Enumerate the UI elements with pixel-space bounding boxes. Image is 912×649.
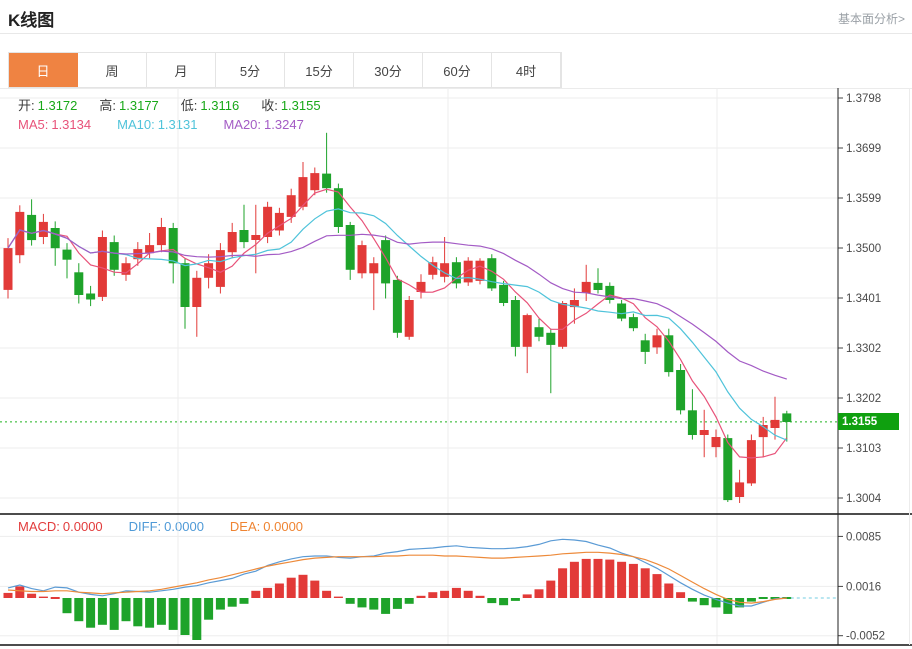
tab-month[interactable]: 月 xyxy=(147,53,216,87)
legend-label: DEA: xyxy=(229,519,261,534)
container-right-border xyxy=(909,88,910,645)
legend-label: DIFF: xyxy=(128,519,162,534)
fundamental-analysis-link[interactable]: 基本面分析> xyxy=(837,12,905,26)
legend-value: 1.3177 xyxy=(119,98,159,113)
header-divider xyxy=(0,33,912,34)
svg-text:-0.0052: -0.0052 xyxy=(846,631,885,643)
ma5-line xyxy=(7,188,788,459)
svg-text:1.3202: 1.3202 xyxy=(846,393,881,405)
ma-legend-item: MA5: 1.3134 xyxy=(18,117,91,132)
svg-text:1.3004: 1.3004 xyxy=(846,493,882,505)
svg-text:1.3500: 1.3500 xyxy=(846,243,881,255)
macd-legend-item: DEA: 0.0000 xyxy=(230,519,303,534)
legend-label: 开: xyxy=(18,98,35,113)
ohlc-legend-item: 低: 1.3116 xyxy=(181,95,239,114)
tab-5min[interactable]: 5分 xyxy=(216,53,285,87)
macd-histogram xyxy=(3,558,792,640)
ma-legend-item: MA20: 1.3247 xyxy=(223,117,303,132)
legend-value: 1.3134 xyxy=(51,117,92,132)
tab-60min[interactable]: 60分 xyxy=(423,53,492,87)
tab-bar: 日周月 5分 15分 30分 60分 4时 xyxy=(8,52,562,88)
svg-text:0.0085: 0.0085 xyxy=(846,531,881,543)
legend-label: MA10: xyxy=(117,117,155,132)
ohlc-legend: 开: 1.3172 高: 1.3177 低: 1.3116 收: 1.3155 xyxy=(18,95,321,114)
legend-label: 收: xyxy=(261,98,278,113)
tab-week[interactable]: 周 xyxy=(78,53,147,87)
legend-value: 1.3172 xyxy=(37,98,78,113)
ohlc-legend-item: 收: 1.3155 xyxy=(261,95,320,114)
current-price-badge: 1.3155 xyxy=(838,413,899,430)
svg-text:1.3302: 1.3302 xyxy=(846,343,881,355)
legend-value: 1.3247 xyxy=(264,117,304,132)
svg-text:1.3699: 1.3699 xyxy=(846,143,881,155)
legend-label: 低: xyxy=(180,98,198,113)
macd-legend-item: DIFF: 0.0000 xyxy=(129,519,204,534)
tab-day[interactable]: 日 xyxy=(9,53,78,87)
candles-layer xyxy=(3,132,792,503)
legend-value: 1.3116 xyxy=(200,98,240,113)
legend-label: MACD: xyxy=(18,519,60,534)
legend-label: MA20: xyxy=(223,117,262,132)
macd-legend: MACD: 0.0000 DIFF: 0.0000 DEA: 0.0000 xyxy=(18,519,303,534)
ohlc-legend-item: 开: 1.3172 xyxy=(18,95,77,114)
dea-line xyxy=(7,551,787,604)
macd-pane: 0.0085 0.0016 -0.0052 xyxy=(0,514,885,645)
legend-label: 高: xyxy=(99,98,117,113)
ma20-line xyxy=(7,229,787,380)
legend-label: MA5: xyxy=(18,117,49,132)
chart-top-border xyxy=(0,88,912,89)
svg-text:1.3798: 1.3798 xyxy=(846,93,881,105)
tab-30min[interactable]: 30分 xyxy=(354,53,423,87)
legend-value: 1.3155 xyxy=(280,98,321,113)
legend-value: 0.0000 xyxy=(62,519,103,534)
macd-legend-item: MACD: 0.0000 xyxy=(18,519,103,534)
legend-value: 0.0000 xyxy=(263,519,304,534)
svg-text:1.3599: 1.3599 xyxy=(846,193,881,205)
main-pane: 1.3798 1.3699 1.3599 1.3500 1.3401 1.3302 1.32… xyxy=(0,88,882,514)
tab-15min[interactable]: 15分 xyxy=(285,53,354,87)
ohlc-legend-item: 高: 1.3177 xyxy=(99,95,158,114)
svg-text:1.3103: 1.3103 xyxy=(846,443,881,455)
ma10-line xyxy=(7,208,788,441)
svg-text:0.0016: 0.0016 xyxy=(846,581,881,593)
svg-text:1.3401: 1.3401 xyxy=(846,293,881,305)
legend-value: 0.0000 xyxy=(164,519,204,534)
tab-4hour[interactable]: 4时 xyxy=(492,53,561,87)
page-title: K线图 xyxy=(8,11,55,30)
ma-legend: MA5: 1.3134 MA10: 1.3131 MA20: 1.3247 xyxy=(18,117,304,132)
